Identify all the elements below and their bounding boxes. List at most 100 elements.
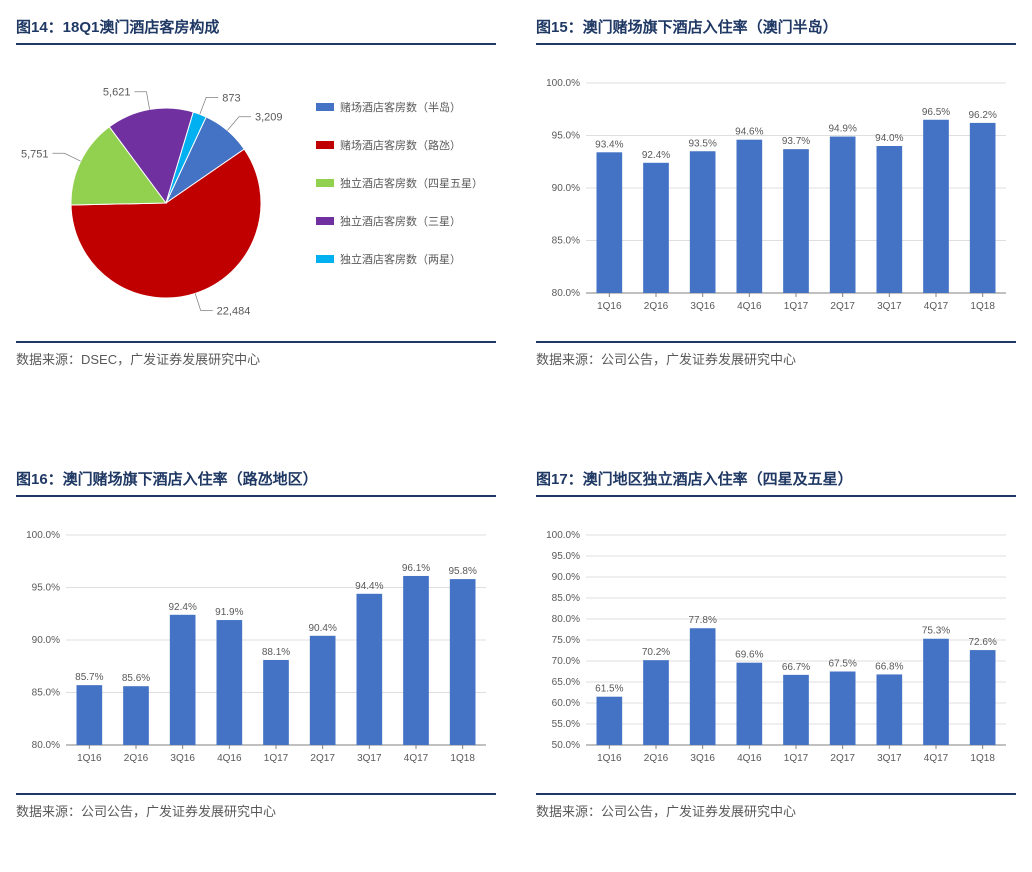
bar <box>597 697 623 745</box>
bar-chart-svg: 50.0%55.0%60.0%65.0%70.0%75.0%80.0%85.0%… <box>536 515 1016 775</box>
pie-chart-svg: 3,20922,4845,7515,621873赌场酒店客房数（半岛）赌场酒店客… <box>16 63 496 323</box>
panel-15: 图15：澳门赌场旗下酒店入住率（澳门半岛） 80.0%85.0%90.0%95.… <box>536 16 1016 368</box>
panel-15-chart: 80.0%85.0%90.0%95.0%100.0%93.4%1Q1692.4%… <box>536 63 1016 323</box>
bar <box>923 120 949 293</box>
bar <box>877 146 903 293</box>
y-tick-label: 95.0% <box>552 131 580 142</box>
legend-label: 独立酒店客房数（四星五星） <box>340 176 483 190</box>
panel-14-title: 图14：18Q1澳门酒店客房构成 <box>16 16 496 45</box>
x-tick-label: 2Q17 <box>310 753 335 764</box>
pie-value-label: 5,621 <box>103 87 131 99</box>
x-tick-label: 1Q16 <box>77 753 102 764</box>
panel-15-title: 图15：澳门赌场旗下酒店入住率（澳门半岛） <box>536 16 1016 45</box>
bar-value-label: 94.0% <box>875 133 903 144</box>
y-tick-label: 90.0% <box>32 635 60 646</box>
y-tick-label: 80.0% <box>552 288 580 299</box>
bar-value-label: 96.5% <box>922 107 950 118</box>
bar-value-label: 93.7% <box>782 136 810 147</box>
bar <box>263 660 289 745</box>
y-tick-label: 65.0% <box>552 677 580 688</box>
pie-value-label: 3,209 <box>255 112 283 124</box>
panel-14-footer: 数据来源：DSEC，广发证券发展研究中心 <box>16 341 496 368</box>
bar <box>970 123 996 293</box>
bar-value-label: 61.5% <box>595 684 623 695</box>
bar-value-label: 91.9% <box>215 607 243 618</box>
legend-swatch <box>316 217 334 225</box>
bar <box>830 672 856 746</box>
bar-value-label: 70.2% <box>642 647 670 658</box>
x-tick-label: 1Q17 <box>784 301 809 312</box>
bar <box>77 685 103 745</box>
y-tick-label: 100.0% <box>546 78 580 89</box>
bar-value-label: 88.1% <box>262 647 290 658</box>
panel-16-title: 图16：澳门赌场旗下酒店入住率（路氹地区） <box>16 468 496 497</box>
bar-value-label: 85.6% <box>122 673 150 684</box>
bar-value-label: 94.6% <box>735 127 763 138</box>
bar-value-label: 66.7% <box>782 662 810 673</box>
bar <box>690 151 716 293</box>
x-tick-label: 4Q16 <box>217 753 242 764</box>
y-tick-label: 95.0% <box>552 551 580 562</box>
x-tick-label: 3Q16 <box>170 753 195 764</box>
bar-value-label: 93.4% <box>595 139 623 150</box>
bar-value-label: 96.2% <box>968 110 996 121</box>
bar-chart-svg: 80.0%85.0%90.0%95.0%100.0%93.4%1Q1692.4%… <box>536 63 1016 323</box>
bar <box>357 594 383 745</box>
panel-15-footer: 数据来源：公司公告，广发证券发展研究中心 <box>536 341 1016 368</box>
x-tick-label: 2Q17 <box>830 301 855 312</box>
panel-17-footer: 数据来源：公司公告，广发证券发展研究中心 <box>536 793 1016 820</box>
pie-value-label: 22,484 <box>217 306 251 318</box>
y-tick-label: 100.0% <box>546 530 580 541</box>
bar-value-label: 69.6% <box>735 650 763 661</box>
y-tick-label: 90.0% <box>552 572 580 583</box>
panel-17-chart: 50.0%55.0%60.0%65.0%70.0%75.0%80.0%85.0%… <box>536 515 1016 775</box>
bar <box>690 628 716 745</box>
legend-swatch <box>316 103 334 111</box>
x-tick-label: 2Q16 <box>644 301 669 312</box>
legend-label: 赌场酒店客房数（半岛） <box>340 100 461 114</box>
panel-16: 图16：澳门赌场旗下酒店入住率（路氹地区） 80.0%85.0%90.0%95.… <box>16 468 496 820</box>
y-tick-label: 60.0% <box>552 698 580 709</box>
y-tick-label: 50.0% <box>552 740 580 751</box>
x-tick-label: 3Q17 <box>877 753 902 764</box>
panel-14: 图14：18Q1澳门酒店客房构成 3,20922,4845,7515,62187… <box>16 16 496 368</box>
bar <box>737 140 763 293</box>
bar-chart-svg: 80.0%85.0%90.0%95.0%100.0%85.7%1Q1685.6%… <box>16 515 496 775</box>
y-tick-label: 100.0% <box>26 530 60 541</box>
bar <box>830 137 856 293</box>
y-tick-label: 90.0% <box>552 183 580 194</box>
x-tick-label: 1Q18 <box>450 753 475 764</box>
bar-value-label: 66.8% <box>875 661 903 672</box>
pie-value-label: 873 <box>222 92 240 104</box>
bar <box>123 686 149 745</box>
legend-swatch <box>316 179 334 187</box>
bar <box>877 674 903 745</box>
bar-value-label: 94.4% <box>355 581 383 592</box>
bar-value-label: 92.4% <box>642 150 670 161</box>
y-tick-label: 80.0% <box>32 740 60 751</box>
legend-swatch <box>316 141 334 149</box>
x-tick-label: 3Q17 <box>877 301 902 312</box>
legend-label: 赌场酒店客房数（路氹） <box>340 138 461 152</box>
bar-value-label: 92.4% <box>168 602 196 613</box>
bar <box>643 660 669 745</box>
x-tick-label: 4Q16 <box>737 753 762 764</box>
legend-swatch <box>316 255 334 263</box>
bar-value-label: 72.6% <box>968 637 996 648</box>
bar-value-label: 94.9% <box>828 124 856 135</box>
legend-label: 独立酒店客房数（两星） <box>340 252 461 266</box>
x-tick-label: 4Q16 <box>737 301 762 312</box>
bar-value-label: 96.1% <box>402 563 430 574</box>
legend-label: 独立酒店客房数（三星） <box>340 214 461 228</box>
bar <box>170 615 196 745</box>
bar <box>783 149 809 293</box>
y-tick-label: 55.0% <box>552 719 580 730</box>
y-tick-label: 70.0% <box>552 656 580 667</box>
panel-17: 图17：澳门地区独立酒店入住率（四星及五星） 50.0%55.0%60.0%65… <box>536 468 1016 820</box>
bar <box>403 576 429 745</box>
y-tick-label: 85.0% <box>32 688 60 699</box>
x-tick-label: 1Q18 <box>970 301 995 312</box>
bar <box>217 620 243 745</box>
bar-value-label: 90.4% <box>308 623 336 634</box>
bar <box>737 663 763 745</box>
